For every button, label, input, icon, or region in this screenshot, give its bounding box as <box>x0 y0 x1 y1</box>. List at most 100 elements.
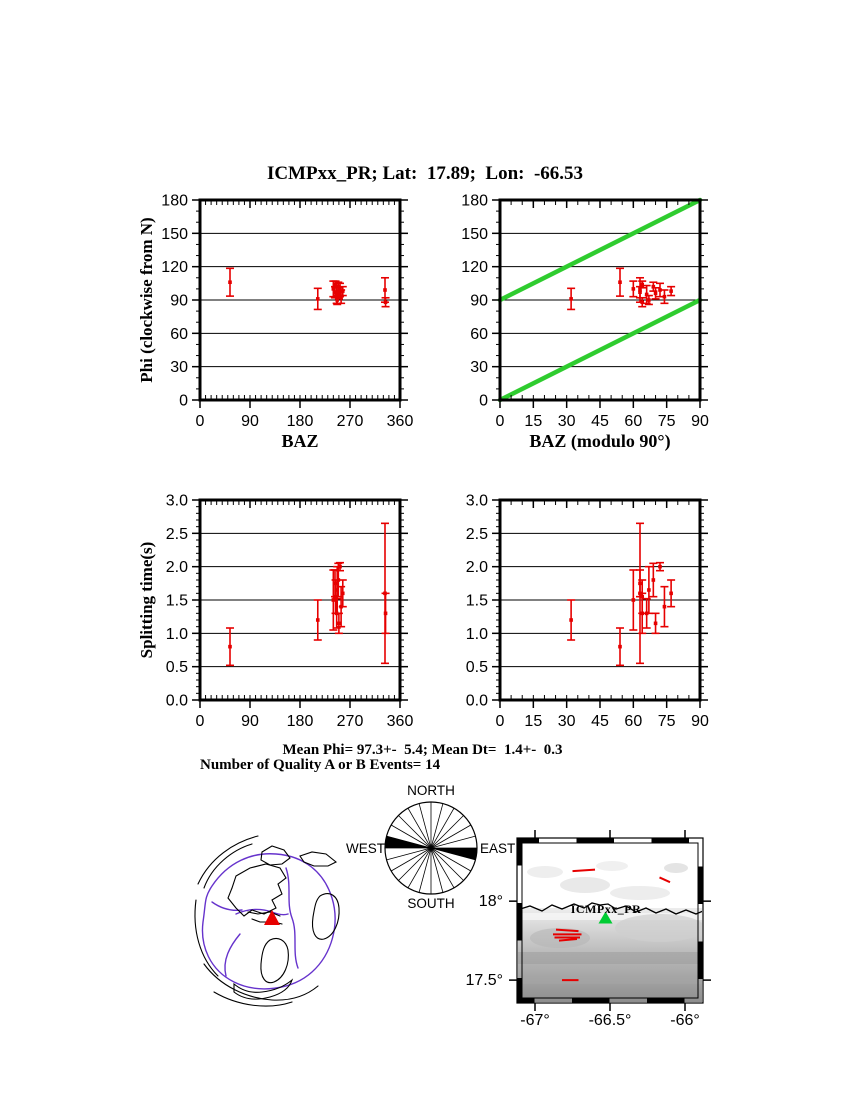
panel-dt_baz: 0 90 180 270 360 0.0 0.5 1.0 1.5 2.0 2.5 3.0 <box>166 493 414 731</box>
data-marker <box>653 291 658 296</box>
data-marker <box>336 284 341 289</box>
data-marker <box>569 297 573 301</box>
x-tick-label: 60 <box>624 713 642 730</box>
data-marker <box>340 289 345 293</box>
x-tick-label: 90 <box>691 713 709 730</box>
y-tick-label: 2.0 <box>466 559 488 576</box>
x-tick-label: 90 <box>241 713 259 730</box>
coastline <box>197 835 259 885</box>
data-marker <box>383 300 388 305</box>
data-marker <box>383 288 387 292</box>
coastline <box>260 937 289 984</box>
errorbar-point <box>567 287 576 311</box>
data-marker <box>340 591 345 596</box>
y-tick-label: 1.5 <box>166 593 188 610</box>
data-marker <box>336 578 341 582</box>
data-marker <box>618 644 622 649</box>
y-tick-label: 3.0 <box>166 493 188 510</box>
errorbar-point <box>226 627 234 667</box>
y-tick-label: 0 <box>479 393 488 410</box>
rose-wedge <box>385 836 431 848</box>
x-tick-label: 360 <box>387 713 414 730</box>
coastline <box>247 911 281 917</box>
mean-values-text: Mean Phi= 97.3+- 5.4; Mean Dt= 1.4+- 0.3 <box>282 742 563 758</box>
data-marker <box>338 564 342 569</box>
x-tick-label: 0 <box>196 713 205 730</box>
errorbar-point <box>638 296 647 308</box>
x-tick-label: 0 <box>496 713 505 730</box>
errorbar-point <box>313 599 322 641</box>
y-tick-label: 30 <box>470 359 488 376</box>
map-lat-tick-17-5: 17.5° <box>465 972 503 989</box>
plate-boundary <box>224 933 241 977</box>
x-tick-label: 75 <box>658 413 676 430</box>
data-marker <box>334 292 339 297</box>
y-tick-label: 180 <box>461 193 488 210</box>
coastline <box>227 863 287 917</box>
coastline <box>260 845 291 866</box>
data-marker <box>315 297 320 301</box>
coastline <box>233 978 294 1000</box>
coastline <box>194 899 219 977</box>
y-tick-label: 2.5 <box>166 526 188 543</box>
data-marker <box>647 298 651 302</box>
errorbar-point <box>338 579 347 608</box>
x-tick-label: 270 <box>337 413 364 430</box>
rose-diagram <box>384 801 478 895</box>
x-tick-label: 30 <box>558 713 576 730</box>
y-tick-label: 180 <box>161 193 188 210</box>
errorbar-point <box>667 285 676 297</box>
x-tick-label: 90 <box>691 413 709 430</box>
data-marker <box>618 280 622 285</box>
coastline <box>203 963 319 1001</box>
splitting-bar <box>555 928 579 933</box>
y-tick-label: 0 <box>179 393 188 410</box>
data-marker <box>638 288 642 292</box>
plate-boundary <box>201 853 336 990</box>
x-tick-label: 30 <box>558 413 576 430</box>
panel-phi_mod: 0 15 30 45 60 75 90 0 30 60 90 120 150 180 <box>461 193 709 431</box>
y-tick-label: 150 <box>461 226 488 243</box>
y-tick-label: 2.0 <box>166 559 188 576</box>
errorbar-point <box>567 599 576 641</box>
coastline <box>213 991 293 1007</box>
data-marker <box>631 287 636 291</box>
x-tick-label: 15 <box>524 713 542 730</box>
map-lon-tick-66: -66° <box>670 1012 700 1029</box>
globe-inset <box>194 835 340 1007</box>
x-tick-label: 180 <box>287 413 314 430</box>
x-tick-label: 45 <box>591 413 609 430</box>
data-marker <box>335 588 340 592</box>
x-tick-label: 15 <box>524 413 542 430</box>
errorbar-point <box>660 585 669 628</box>
y-tick-label: 0.0 <box>466 693 488 710</box>
y-tick-label: 150 <box>161 226 188 243</box>
data-marker <box>658 564 662 569</box>
reference-line <box>497 197 703 303</box>
errorbar-point <box>629 280 638 298</box>
map-frame-inner <box>521 842 699 999</box>
data-marker <box>333 290 337 295</box>
splitting-bar <box>558 938 578 942</box>
data-marker <box>228 280 232 285</box>
errorbar-point <box>656 561 664 572</box>
splitting-bar <box>659 876 671 884</box>
data-marker <box>333 282 338 287</box>
map-coastline <box>518 902 702 915</box>
data-marker <box>640 300 645 305</box>
data-marker <box>653 621 658 626</box>
errorbar-point <box>381 296 390 308</box>
rose-label-south: SOUTH <box>407 896 455 911</box>
x-tick-label: 90 <box>241 413 259 430</box>
xlabel-phi-baz: BAZ <box>281 431 319 451</box>
rose-wedge <box>431 848 477 860</box>
y-tick-label: 0.0 <box>166 693 188 710</box>
y-tick-label: 1.0 <box>466 626 488 643</box>
x-tick-label: 180 <box>287 713 314 730</box>
relief-patch <box>560 877 610 893</box>
errorbar-point <box>644 294 653 306</box>
data-marker <box>662 604 667 609</box>
y-tick-label: 1.5 <box>466 593 488 610</box>
map-station-label: ICMPxx_PR <box>570 902 642 916</box>
reference-line <box>497 297 703 403</box>
